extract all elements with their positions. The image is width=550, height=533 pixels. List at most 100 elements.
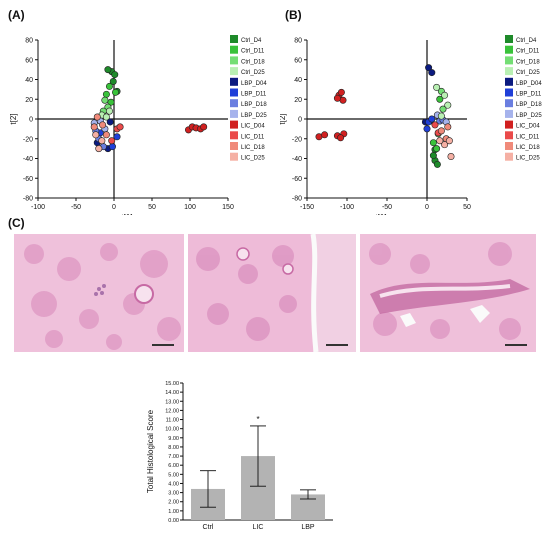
x-tick-label: -150 xyxy=(300,204,314,211)
y-tick-label: 13.00 xyxy=(165,399,179,405)
y-tick-label: 0.00 xyxy=(168,518,179,524)
y-tick-label: 80 xyxy=(294,38,302,45)
legend-swatch xyxy=(230,67,238,76)
point-ctrl-d4 xyxy=(109,77,117,85)
legend-entry: LIC_D25 xyxy=(241,156,265,162)
y-tick-label: 60 xyxy=(294,57,302,64)
x-tick-label: -100 xyxy=(340,204,354,211)
legend-swatch xyxy=(230,120,238,129)
x-tick-label: 50 xyxy=(148,204,156,211)
legend-swatch xyxy=(505,45,513,54)
legend-entry: LBP_D18 xyxy=(516,102,542,108)
y-tick-label: 8.00 xyxy=(168,445,179,451)
x-tick-label: 50 xyxy=(463,204,471,211)
legend-entry: LIC_D11 xyxy=(516,134,540,140)
y-tick-label: -60 xyxy=(23,176,33,183)
point-lic-d04 xyxy=(321,131,329,139)
point-lic-d18 xyxy=(437,127,445,135)
y-tick-label: -80 xyxy=(23,196,33,203)
y-tick-label: 20 xyxy=(294,97,302,104)
x-tick-label: 100 xyxy=(184,204,196,211)
point-ctrl-d25 xyxy=(437,112,445,120)
y-tick-label: -20 xyxy=(292,136,302,143)
y-tick-label: 60 xyxy=(25,57,33,64)
point-lic-d04 xyxy=(333,94,341,102)
x-tick-label: -50 xyxy=(71,204,81,211)
y-tick-label: -40 xyxy=(292,156,302,163)
legend-swatch xyxy=(230,88,238,97)
point-ctrl-d11 xyxy=(112,88,120,96)
point-lic-d25 xyxy=(92,131,100,139)
significance-marker: * xyxy=(256,415,259,424)
point-lbp-d04 xyxy=(428,69,436,77)
y-tick-label: 40 xyxy=(294,77,302,84)
point-lbp-d11 xyxy=(113,133,121,141)
point-ctrl-d4 xyxy=(429,152,437,160)
point-ctrl-d18 xyxy=(101,96,109,104)
legend-swatch xyxy=(505,131,513,140)
y-tick-label: 4.00 xyxy=(168,481,179,487)
legend-entry: Ctrl_D25 xyxy=(241,70,265,76)
point-ctrl-d25 xyxy=(433,83,441,91)
y-tick-label: 80 xyxy=(25,38,33,45)
legend-entry: Ctrl_D4 xyxy=(516,38,537,44)
y-tick-label: 0 xyxy=(29,117,33,124)
legend-entry: LIC_D18 xyxy=(516,145,540,151)
legend-swatch xyxy=(230,77,238,86)
legend-swatch xyxy=(505,35,513,43)
point-lic-d18 xyxy=(444,123,452,131)
histological-score-bar-chart: 0.00 1.00 2.00 3.00 4.00 5.00 6.00 7.00 8.00 9.00… xyxy=(146,381,333,530)
point-lic-d04 xyxy=(337,88,345,96)
point-ctrl-d4 xyxy=(111,71,119,79)
point-lic-d25 xyxy=(95,145,103,153)
point-lic-d18 xyxy=(99,121,107,129)
legend-entry: LIC_D11 xyxy=(241,134,265,140)
x-tick-label: 150 xyxy=(222,204,234,211)
x-tick-label: LIC xyxy=(253,524,264,530)
y-tick-label: -60 xyxy=(292,176,302,183)
point-lic-d25 xyxy=(441,141,449,149)
point-ctrl-d11 xyxy=(102,90,110,98)
y-tick-label: 10.00 xyxy=(165,427,179,433)
point-lbp-d11 xyxy=(108,143,116,151)
y-axis-label: t[2] xyxy=(9,113,18,124)
legend-swatch xyxy=(505,56,513,65)
legend-swatch xyxy=(230,35,238,43)
point-lic-d11 xyxy=(431,121,439,129)
legend-swatch xyxy=(505,142,513,150)
y-tick-label: 40 xyxy=(25,77,33,84)
legend-entry: Ctrl_D18 xyxy=(516,59,540,65)
y-tick-label: 1.00 xyxy=(168,509,179,515)
legend-entry: LIC_D04 xyxy=(241,124,265,130)
y-tick-label: 12.00 xyxy=(165,408,179,414)
y-tick-label: 15.00 xyxy=(165,381,179,387)
legend-entry: Ctrl_D11 xyxy=(241,49,265,55)
legend-entry: LIC_D25 xyxy=(516,156,540,162)
x-tick-label: LBP xyxy=(301,524,315,530)
point-ctrl-d25 xyxy=(102,113,110,121)
point-lic-d25 xyxy=(98,137,106,145)
point-ctrl-d11 xyxy=(436,95,444,103)
legend-entry: Ctrl_D25 xyxy=(516,70,540,76)
x-tick-label: -100 xyxy=(31,204,45,211)
y-tick-label: 20 xyxy=(25,97,33,104)
point-lic-d18 xyxy=(93,113,101,121)
y-tick-label: 0 xyxy=(298,117,302,124)
legend-swatch xyxy=(230,45,238,54)
point-lic-d11 xyxy=(108,137,116,145)
y-tick-label: 7.00 xyxy=(168,454,179,460)
point-ctrl-d4 xyxy=(104,66,112,74)
y-tick-label: -80 xyxy=(292,196,302,203)
point-lic-d11 xyxy=(116,123,124,131)
histology-image-2 xyxy=(188,234,356,352)
point-ctrl-d4 xyxy=(433,160,441,168)
legend-swatch xyxy=(505,120,513,129)
point-ctrl-d11 xyxy=(105,82,113,90)
point-ctrl-d25 xyxy=(105,107,113,115)
legend-entry: LBP_D11 xyxy=(516,92,542,98)
legend-swatch xyxy=(505,152,513,161)
legend-swatch xyxy=(230,56,238,65)
pca-score-plot-a: -100 -50 0 50 100 150 80 60 40 20 0 -20 -40 -60 -80 t[1… xyxy=(9,35,267,215)
point-lbp-d04 xyxy=(106,118,114,126)
y-tick-label: 14.00 xyxy=(165,390,179,396)
